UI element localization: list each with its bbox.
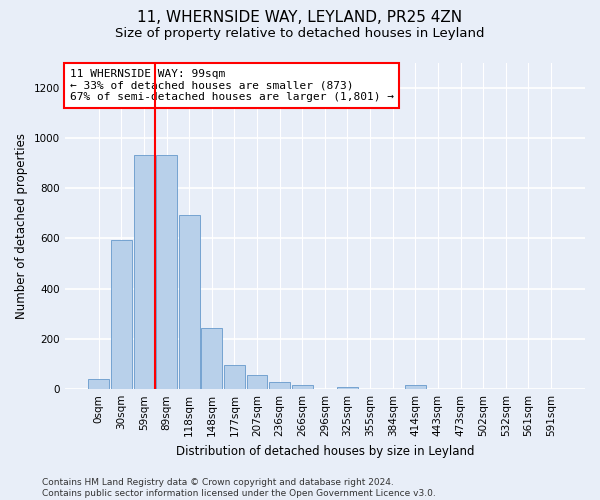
Y-axis label: Number of detached properties: Number of detached properties (15, 133, 28, 319)
X-axis label: Distribution of detached houses by size in Leyland: Distribution of detached houses by size … (176, 444, 474, 458)
Bar (269, 382, 290, 389)
Text: Contains HM Land Registry data © Crown copyright and database right 2024.
Contai: Contains HM Land Registry data © Crown c… (42, 478, 436, 498)
Bar (179, 214, 200, 389)
Text: 11 WHERNSIDE WAY: 99sqm
← 33% of detached houses are smaller (873)
67% of semi-d: 11 WHERNSIDE WAY: 99sqm ← 33% of detache… (70, 69, 394, 102)
Bar (134, 156, 154, 389)
Bar (224, 366, 245, 389)
Bar (337, 386, 358, 389)
Bar (292, 384, 313, 389)
Bar (247, 376, 268, 389)
Bar (156, 156, 177, 389)
Bar (405, 386, 425, 389)
Text: Size of property relative to detached houses in Leyland: Size of property relative to detached ho… (115, 28, 485, 40)
Bar (202, 328, 222, 389)
Bar (111, 240, 132, 389)
Text: 11, WHERNSIDE WAY, LEYLAND, PR25 4ZN: 11, WHERNSIDE WAY, LEYLAND, PR25 4ZN (137, 10, 463, 25)
Bar (88, 379, 109, 389)
